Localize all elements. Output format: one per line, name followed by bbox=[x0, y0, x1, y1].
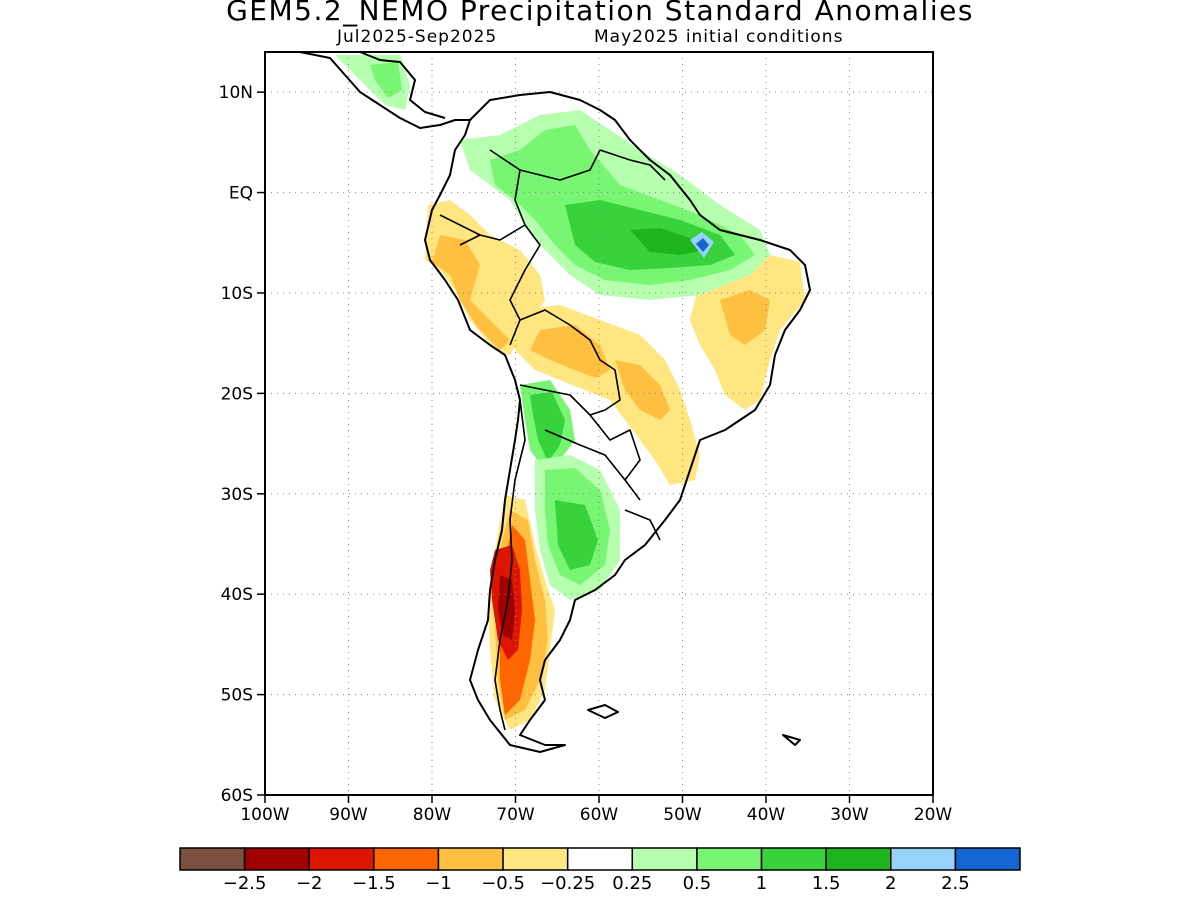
wet-anomaly-central-america-core bbox=[370, 62, 402, 98]
colorbar-swatch bbox=[179, 847, 246, 871]
colorbar-swatch bbox=[631, 847, 698, 871]
colorbar-label: −1 bbox=[425, 873, 452, 894]
border-guianas bbox=[599, 149, 666, 181]
central-america-coastline bbox=[299, 52, 470, 129]
dry-anomaly-bolivia-core bbox=[530, 325, 610, 378]
colorbar-label: 1 bbox=[756, 873, 767, 894]
latitude-axis: 10N EQ 10S 20S 30S 40S 50S 60S bbox=[219, 83, 265, 806]
colorbar-swatch bbox=[373, 847, 440, 871]
colorbar-label: 1.5 bbox=[812, 873, 841, 894]
colorbar-label: 2 bbox=[885, 873, 896, 894]
anomaly-field bbox=[335, 55, 805, 730]
colorbar-swatch bbox=[954, 847, 1021, 871]
colorbar-label: −0.25 bbox=[540, 873, 595, 894]
wet-anomaly-para-peak-core bbox=[696, 238, 709, 252]
lat-tick-label: 20S bbox=[221, 384, 253, 404]
lat-tick-label: 40S bbox=[221, 585, 253, 605]
wet-anomaly-paraguay-core bbox=[530, 392, 565, 462]
initial-conditions: May2025 initial conditions bbox=[594, 27, 844, 47]
colorbar-swatch bbox=[502, 847, 569, 871]
lon-tick-label: 100W bbox=[240, 805, 289, 825]
colorbar-label: −2.5 bbox=[223, 873, 267, 894]
colorbar-label: −0.5 bbox=[481, 873, 525, 894]
colorbar-swatch bbox=[760, 847, 827, 871]
border-uruguay bbox=[624, 509, 661, 541]
coastlines bbox=[299, 52, 811, 753]
lat-tick-label: EQ bbox=[229, 184, 253, 204]
south-georgia bbox=[782, 734, 801, 746]
border-ecuador bbox=[439, 214, 481, 236]
colorbar-label: 0.25 bbox=[612, 873, 652, 894]
colorbar-label: 2.5 bbox=[941, 873, 970, 894]
colorbar-swatch bbox=[308, 847, 375, 871]
lon-tick-label: 80W bbox=[413, 805, 452, 825]
falkland-islands bbox=[587, 704, 619, 719]
colorbar-swatch bbox=[566, 847, 634, 871]
country-borders bbox=[439, 149, 666, 731]
border-argentina-north bbox=[544, 429, 641, 501]
lon-tick-label: 60W bbox=[580, 805, 619, 825]
colorbar-label: −1.5 bbox=[352, 873, 396, 894]
dry-anomaly-northeast-brazil-core bbox=[720, 290, 770, 345]
lat-tick-label: 10S bbox=[221, 284, 253, 304]
colorbar-label: 0.5 bbox=[683, 873, 712, 894]
lon-tick-label: 30W bbox=[830, 805, 869, 825]
lat-tick-label: 10N bbox=[219, 83, 253, 103]
lon-tick-label: 90W bbox=[329, 805, 368, 825]
border-brazil-bolivia bbox=[519, 309, 621, 411]
map-title: GEM5.2_NEMO Precipitation Standard Anoma… bbox=[226, 0, 974, 27]
border-venezuela bbox=[519, 149, 601, 181]
border-paraguay bbox=[589, 414, 641, 481]
lon-tick-label: 70W bbox=[496, 805, 535, 825]
colorbar: −2.5 −2 −1.5 −1 −0.5 −0.25 0.25 0.5 1 1.5 2 2.5 bbox=[179, 847, 1021, 894]
colorbar-swatch bbox=[437, 847, 504, 871]
lon-tick-label: 50W bbox=[663, 805, 702, 825]
lon-tick-label: 40W bbox=[747, 805, 786, 825]
central-america-coastline-south bbox=[359, 52, 446, 119]
wet-anomaly-amazon-strong bbox=[630, 228, 705, 255]
south-america-coastline bbox=[424, 91, 811, 753]
colorbar-swatch bbox=[890, 847, 957, 871]
lat-tick-label: 60S bbox=[221, 786, 253, 806]
colorbar-swatch bbox=[243, 847, 310, 871]
colorbar-swatch bbox=[825, 847, 892, 871]
lat-tick-label: 30S bbox=[221, 485, 253, 505]
lat-tick-label: 50S bbox=[221, 686, 253, 706]
border-argentina-chile bbox=[494, 399, 526, 731]
colorbar-label: −2 bbox=[296, 873, 323, 894]
wet-anomaly-argentina-core bbox=[555, 500, 598, 570]
forecast-period: Jul2025-Sep2025 bbox=[337, 27, 498, 47]
border-bolivia-south bbox=[519, 384, 606, 416]
lon-tick-label: 20W bbox=[914, 805, 953, 825]
dry-anomaly-western-amazon-core bbox=[432, 235, 510, 350]
border-peru bbox=[509, 224, 541, 346]
dry-anomaly-central-brazil bbox=[615, 360, 670, 420]
colorbar-swatch bbox=[696, 847, 763, 871]
longitude-axis: 100W 90W 80W 70W 60W 50W 40W 30W 20W bbox=[240, 795, 952, 825]
